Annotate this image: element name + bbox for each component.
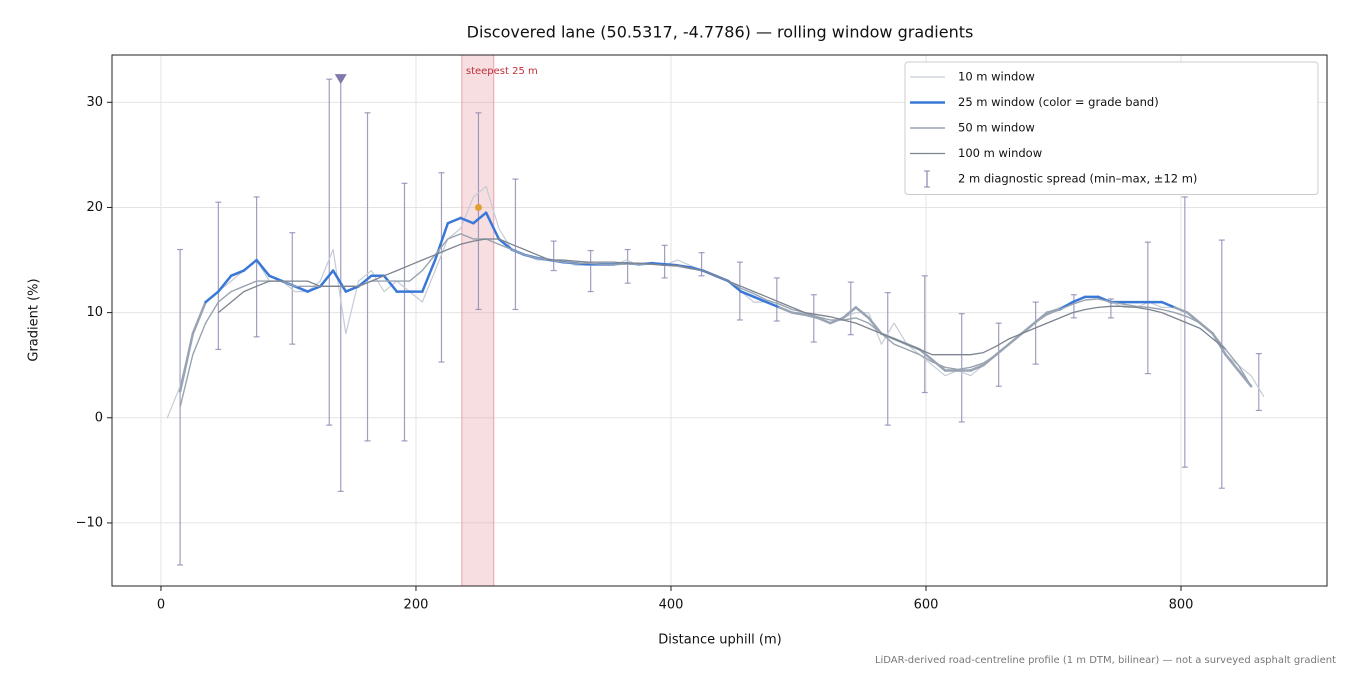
error-bar xyxy=(810,294,817,343)
error-bar xyxy=(550,240,557,272)
error-bar xyxy=(215,201,222,351)
error-bar xyxy=(438,172,445,363)
line-segment xyxy=(421,258,437,293)
steepest-span xyxy=(461,55,495,586)
line-segment xyxy=(382,274,399,293)
error-bar xyxy=(512,178,519,311)
y-tick-label: 10 xyxy=(86,305,103,320)
line-segment xyxy=(816,316,832,325)
error-bar xyxy=(401,182,408,442)
line-segment xyxy=(268,274,284,283)
x-axis-label: Distance uphill (m) xyxy=(658,633,781,648)
steepest-label: steepest 25 m xyxy=(466,66,538,77)
line-segment xyxy=(344,285,360,293)
error-bar xyxy=(921,275,928,394)
line-segment xyxy=(331,269,348,293)
error-bar xyxy=(1255,353,1262,412)
line-segment xyxy=(765,300,781,309)
error-bar xyxy=(698,252,705,277)
legend-label: 2 m diagnostic spread (min–max, ±12 m) xyxy=(958,172,1197,186)
line-segment xyxy=(472,211,488,225)
line-segment xyxy=(242,258,258,272)
plot-frame xyxy=(111,54,1328,587)
steepest-point xyxy=(474,203,482,211)
line-segment xyxy=(459,216,475,225)
line-segment xyxy=(1071,295,1087,304)
error-bar xyxy=(884,292,891,426)
error-bar xyxy=(177,248,184,566)
line-segment xyxy=(484,211,501,241)
line-segment xyxy=(841,306,858,320)
legend-box xyxy=(904,61,1319,195)
line-segment xyxy=(918,348,934,362)
line-segment xyxy=(790,311,807,316)
line-segment xyxy=(217,274,233,293)
error-bar xyxy=(364,112,371,442)
line-segment xyxy=(739,290,756,299)
legend-label: 25 m window (color = grade band) xyxy=(958,95,1159,109)
y-tick-label: 20 xyxy=(86,200,103,215)
plot-layer: steepest 25 m xyxy=(166,55,1265,586)
line-segment xyxy=(1224,353,1240,372)
line-segment xyxy=(969,363,985,372)
line-segment xyxy=(854,306,870,320)
error-bar xyxy=(958,313,965,423)
error-bar xyxy=(1218,239,1225,489)
line-segment xyxy=(357,274,373,288)
legend-label: 100 m window xyxy=(958,146,1042,160)
error-bar xyxy=(847,281,854,336)
line-segment xyxy=(191,300,207,335)
error-bar xyxy=(253,196,260,338)
error-bar xyxy=(1070,294,1077,319)
y-tick-label: −10 xyxy=(76,515,103,530)
error-bar xyxy=(289,232,296,345)
line-segment xyxy=(178,332,195,393)
error-bar xyxy=(475,112,482,311)
line-segment xyxy=(778,306,794,314)
legend-label: 10 m window xyxy=(958,70,1035,84)
line-segment xyxy=(255,258,271,278)
error-bar xyxy=(1181,196,1188,468)
error-bar xyxy=(661,244,668,279)
line-segment xyxy=(1173,306,1189,314)
line-segment xyxy=(803,313,819,320)
y-axis-label: Gradient (%) xyxy=(27,278,42,361)
line-segment xyxy=(446,216,462,225)
y-tick-label: 30 xyxy=(86,95,103,110)
error-bar xyxy=(326,78,333,426)
line-segment xyxy=(497,237,513,251)
line-segment xyxy=(229,269,246,278)
line-segment xyxy=(306,285,322,293)
line-segment xyxy=(650,261,666,266)
x-tick-label: 200 xyxy=(404,598,429,613)
x-tick-label: 600 xyxy=(914,598,939,613)
line-segment xyxy=(293,285,309,293)
legend-label: 50 m window xyxy=(958,121,1035,135)
x-tick-label: 400 xyxy=(659,598,684,613)
error-bar xyxy=(624,248,631,284)
x-tick-label: 0 xyxy=(157,598,165,613)
line-segment xyxy=(319,269,335,288)
clip-marker xyxy=(334,74,347,85)
error-bar xyxy=(773,277,780,322)
line-segment xyxy=(752,295,768,304)
error-bar xyxy=(1032,301,1039,365)
series-line xyxy=(217,238,1227,356)
error-bar xyxy=(995,322,1002,387)
footnote: LiDAR-derived road-centreline profile (1… xyxy=(875,655,1336,666)
chart-title: Discovered lane (50.5317, -4.7786) — rol… xyxy=(467,23,974,42)
error-bar xyxy=(587,249,594,293)
x-tick-label: 800 xyxy=(1169,598,1194,613)
line-segment xyxy=(1160,300,1176,309)
line-segment xyxy=(204,290,220,304)
y-tick-label: 0 xyxy=(95,410,103,425)
